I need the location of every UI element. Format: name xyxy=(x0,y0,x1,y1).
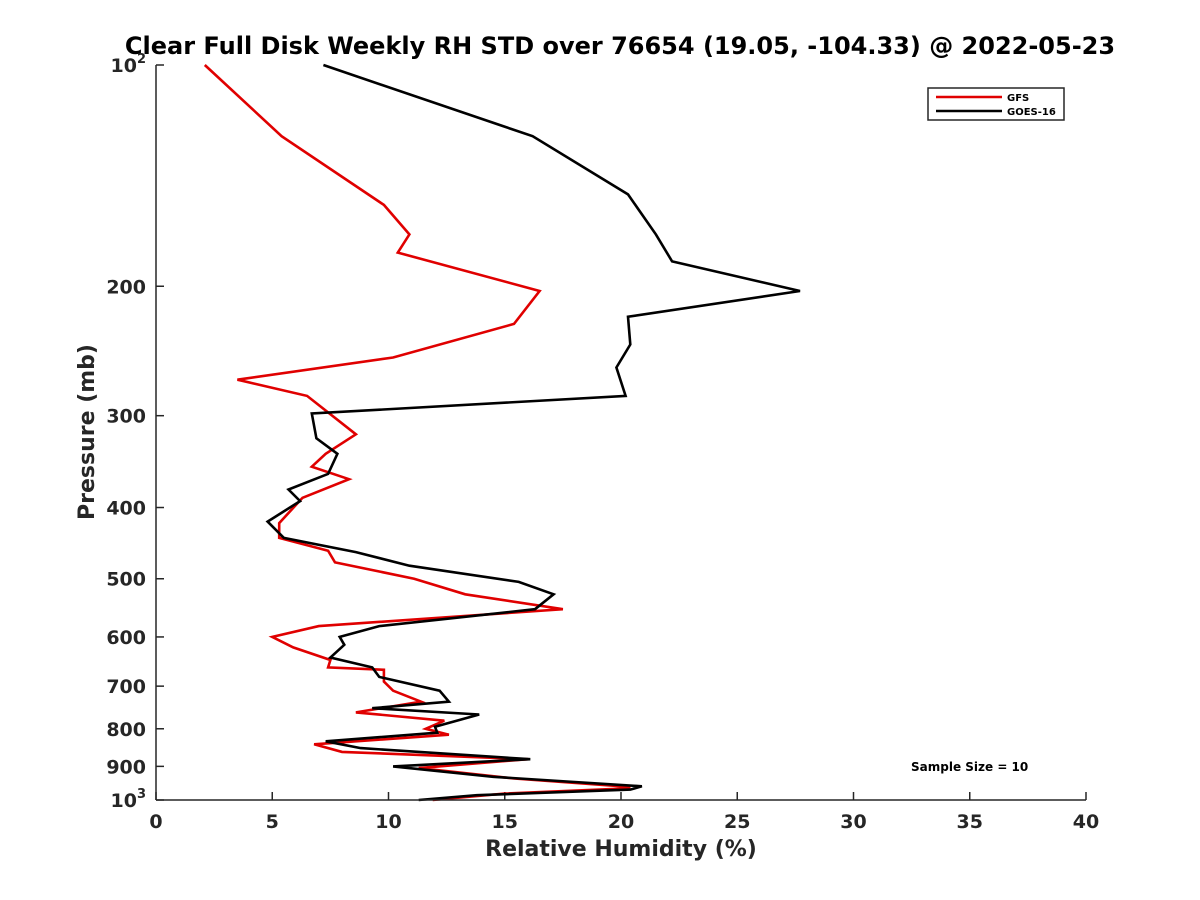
y-tick-base: 500 xyxy=(106,569,146,591)
y-tick-base: 900 xyxy=(106,756,146,778)
y-tick-label: 200 xyxy=(106,276,146,298)
y-tick-base: 10 xyxy=(111,55,137,77)
y-axis-label: Pressure (mb) xyxy=(75,344,100,520)
x-tick-label: 5 xyxy=(266,811,279,833)
x-tick-label: 25 xyxy=(724,811,750,833)
legend-goes16-label: GOES-16 xyxy=(1007,107,1056,118)
y-tick-label: 400 xyxy=(106,498,146,520)
x-axis-label: Relative Humidity (%) xyxy=(485,837,757,862)
y-tick-exponent: 3 xyxy=(137,787,146,802)
y-tick-label: 102 xyxy=(111,52,147,77)
y-tick-base: 300 xyxy=(106,406,146,428)
y-tick-exponent: 2 xyxy=(137,52,146,67)
x-tick-label: 15 xyxy=(492,811,518,833)
y-tick-label: 300 xyxy=(106,406,146,428)
sample-size-annotation: Sample Size = 10 xyxy=(911,760,1028,774)
y-tick-label: 103 xyxy=(111,787,147,812)
y-tick-base: 800 xyxy=(106,719,146,741)
x-tick-label: 35 xyxy=(957,811,983,833)
x-tick-label: 30 xyxy=(840,811,866,833)
legend-box xyxy=(927,87,1065,121)
x-tick-label: 40 xyxy=(1073,811,1099,833)
y-tick-label: 600 xyxy=(106,627,146,649)
data-series xyxy=(203,63,801,802)
y-tick-label: 500 xyxy=(106,569,146,591)
legend: GFS GOES-16 xyxy=(927,87,1065,121)
y-tick-label: 900 xyxy=(106,756,146,778)
chart-title: Clear Full Disk Weekly RH STD over 76654… xyxy=(125,32,1115,60)
axis-ticks: 0 5 10 15 20 25 30 35 40102200300400500600700800… xyxy=(106,52,1099,833)
y-tick-base: 600 xyxy=(106,627,146,649)
y-tick-base: 10 xyxy=(111,790,137,812)
series-line-goes16 xyxy=(265,63,801,802)
legend-gfs-label: GFS xyxy=(1007,93,1029,104)
y-tick-base: 400 xyxy=(106,498,146,520)
x-tick-label: 20 xyxy=(608,811,634,833)
x-tick-label: 0 xyxy=(149,811,162,833)
y-tick-base: 200 xyxy=(106,276,146,298)
y-tick-label: 700 xyxy=(106,676,146,698)
y-tick-label: 800 xyxy=(106,719,146,741)
x-tick-label: 10 xyxy=(375,811,401,833)
y-tick-base: 700 xyxy=(106,676,146,698)
series-line-gfs xyxy=(203,64,631,802)
